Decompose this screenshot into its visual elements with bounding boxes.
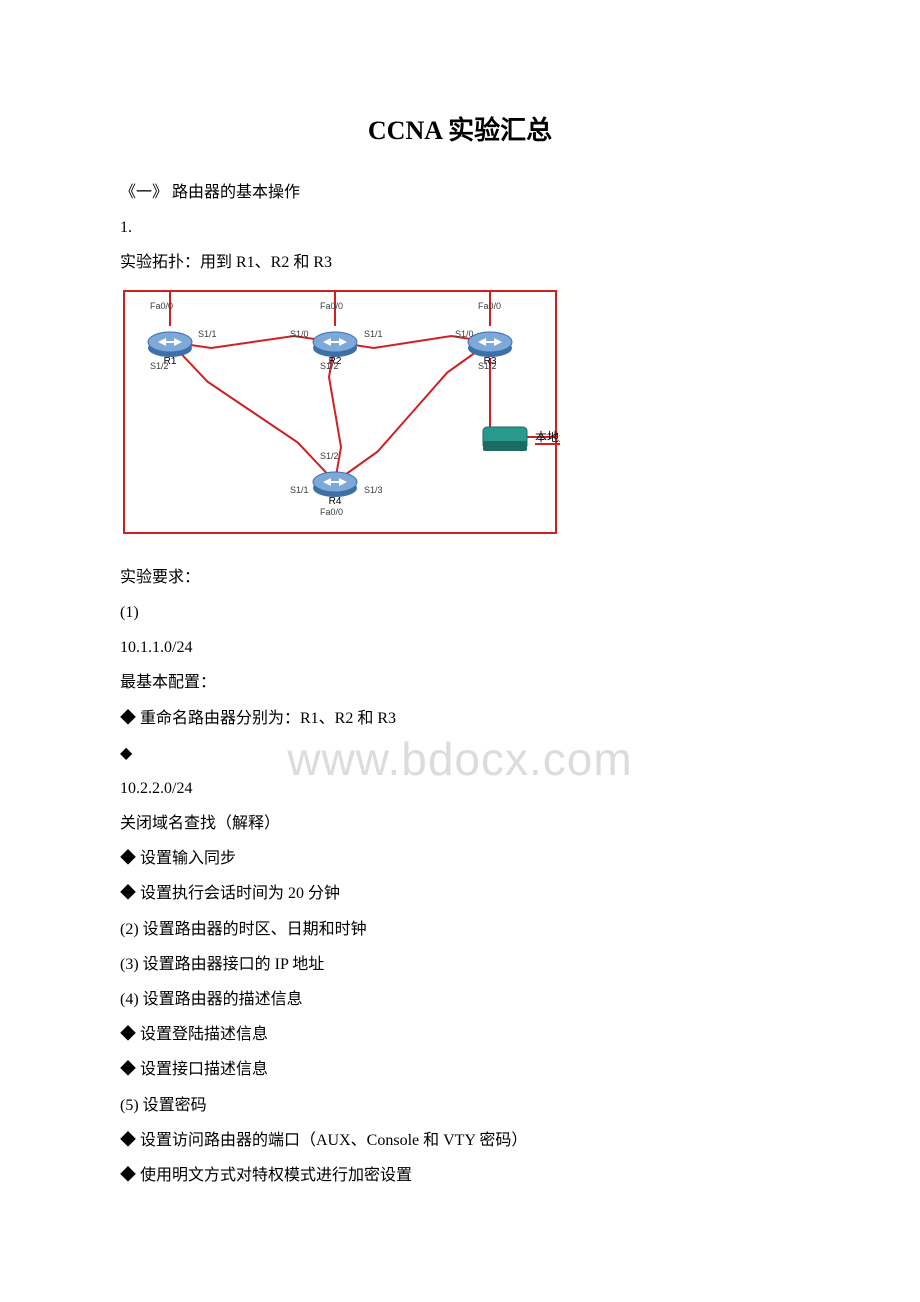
bullet-login-desc: ◆ 设置登陆描述信息 [120, 1017, 800, 1052]
bullet-rename: ◆ 重命名路由器分别为：R1、R2 和 R3 [120, 701, 800, 736]
item-2: (2) 设置路由器的时区、日期和时钟 [120, 912, 800, 947]
section-header: 《一》 路由器的基本操作 [120, 175, 800, 210]
network-diagram: R1R2R3R4本地连接Fa0/0Fa0/0Fa0/0S1/1S1/0S1/1S… [120, 287, 800, 550]
svg-text:Fa0/0: Fa0/0 [320, 507, 343, 517]
svg-text:S1/2: S1/2 [320, 451, 339, 461]
svg-text:S1/1: S1/1 [198, 329, 217, 339]
dns-off: 关闭域名查找（解释） [120, 806, 800, 841]
svg-text:S1/3: S1/3 [364, 485, 383, 495]
svg-text:S1/1: S1/1 [290, 485, 309, 495]
svg-text:S1/2: S1/2 [320, 361, 339, 371]
page-title: CCNA 实验汇总 [120, 110, 800, 147]
subnet-1: 10.1.1.0/24 [120, 630, 800, 665]
svg-text:S1/0: S1/0 [455, 329, 474, 339]
network-diagram-svg: R1R2R3R4本地连接Fa0/0Fa0/0Fa0/0S1/1S1/0S1/1S… [120, 287, 560, 537]
number-1: 1. [120, 210, 800, 245]
topology-line: 实验拓扑：用到 R1、R2 和 R3 [120, 245, 800, 280]
svg-text:Fa0/0: Fa0/0 [478, 301, 501, 311]
item-4: (4) 设置路由器的描述信息 [120, 982, 800, 1017]
item-5: (5) 设置密码 [120, 1088, 800, 1123]
svg-text:S1/0: S1/0 [290, 329, 309, 339]
bullet-sync: ◆ 设置输入同步 [120, 841, 800, 876]
svg-text:S1/1: S1/1 [364, 329, 383, 339]
bullet-port-pw: ◆ 设置访问路由器的端口（AUX、Console 和 VTY 密码） [120, 1123, 800, 1158]
bullet-exec: ◆ 设置执行会话时间为 20 分钟 [120, 876, 800, 911]
subnet-2: 10.2.2.0/24 [120, 771, 800, 806]
svg-text:S1/2: S1/2 [478, 361, 497, 371]
svg-text:Fa0/0: Fa0/0 [320, 301, 343, 311]
bullet-empty: ◆ [120, 736, 800, 771]
basic-config-label: 最基本配置： [120, 665, 800, 700]
requirements-header: 实验要求： [120, 560, 800, 595]
svg-text:Fa0/0: Fa0/0 [150, 301, 173, 311]
svg-text:本地连接: 本地连接 [535, 429, 560, 444]
item-1-number: (1) [120, 595, 800, 630]
svg-text:S1/2: S1/2 [150, 361, 169, 371]
bullet-plain-pw: ◆ 使用明文方式对特权模式进行加密设置 [120, 1158, 800, 1193]
bullet-if-desc: ◆ 设置接口描述信息 [120, 1052, 800, 1087]
item-3: (3) 设置路由器接口的 IP 地址 [120, 947, 800, 982]
svg-text:R4: R4 [329, 496, 342, 507]
